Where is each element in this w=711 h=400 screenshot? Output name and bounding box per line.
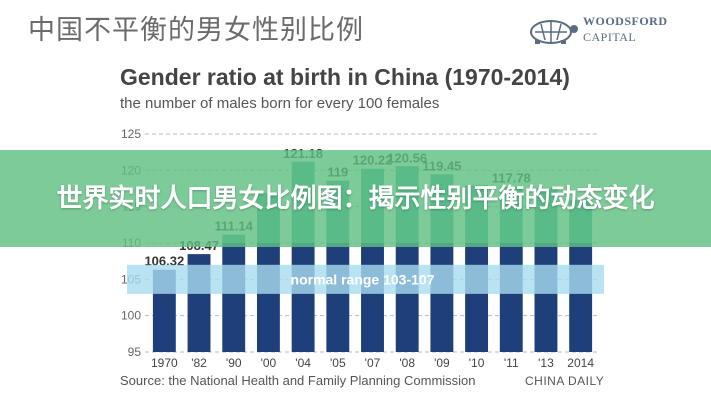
chart-subtitle: the number of males born for every 100 f… (120, 95, 440, 112)
y-tick-label: 95 (128, 345, 142, 359)
bar-lower (291, 243, 315, 352)
x-tick-label: '90 (226, 356, 242, 370)
x-tick-label: '82 (191, 356, 207, 370)
normal-range-band (127, 264, 604, 294)
y-tick-label: 100 (121, 309, 141, 323)
x-tick-label: '00 (261, 356, 277, 370)
bar-lower (499, 243, 523, 352)
bar-lower (465, 243, 489, 352)
banner-text: 世界实时人口男女比例图：揭示性别平衡的动态变化 (56, 183, 655, 214)
x-tick-label: '11 (504, 356, 519, 370)
x-tick-label: 2014 (567, 356, 594, 370)
x-tick-label: '09 (434, 356, 450, 370)
bar-lower (326, 243, 350, 352)
bar-lower (395, 243, 419, 352)
credit-label: CHINA DAILY (525, 374, 605, 388)
normal-range-label: normal range 103-107 (291, 271, 435, 287)
overlay-banner: 世界实时人口男女比例图：揭示性别平衡的动态变化 (0, 150, 711, 247)
page-title: 中国不平衡的男女性别比例 (28, 15, 364, 46)
bar-lower (569, 243, 593, 352)
source-note: Source: the National Health and Family P… (120, 373, 476, 388)
x-tick-label: 1970 (151, 356, 178, 370)
bar-lower (430, 243, 454, 352)
turtle-icon (530, 20, 578, 44)
x-tick-label: '04 (295, 356, 311, 370)
x-tick-label: '10 (469, 356, 485, 370)
x-tick-label: '05 (330, 356, 346, 370)
logo-line1: WOODSFORD (583, 14, 668, 28)
x-tick-label: '08 (399, 356, 415, 370)
bar-lower (256, 243, 280, 352)
x-tick-label: '07 (365, 356, 381, 370)
chart-title: Gender ratio at birth in China (1970-201… (120, 64, 570, 90)
bar-lower (361, 243, 384, 352)
logo-line2: CAPITAL (583, 30, 637, 44)
bar-lower (534, 243, 558, 352)
woodsford-logo: WOODSFORD CAPITAL (527, 10, 687, 50)
y-tick-label: 125 (121, 127, 141, 141)
x-tick-label: '13 (538, 356, 554, 370)
bar-lower (222, 243, 246, 352)
